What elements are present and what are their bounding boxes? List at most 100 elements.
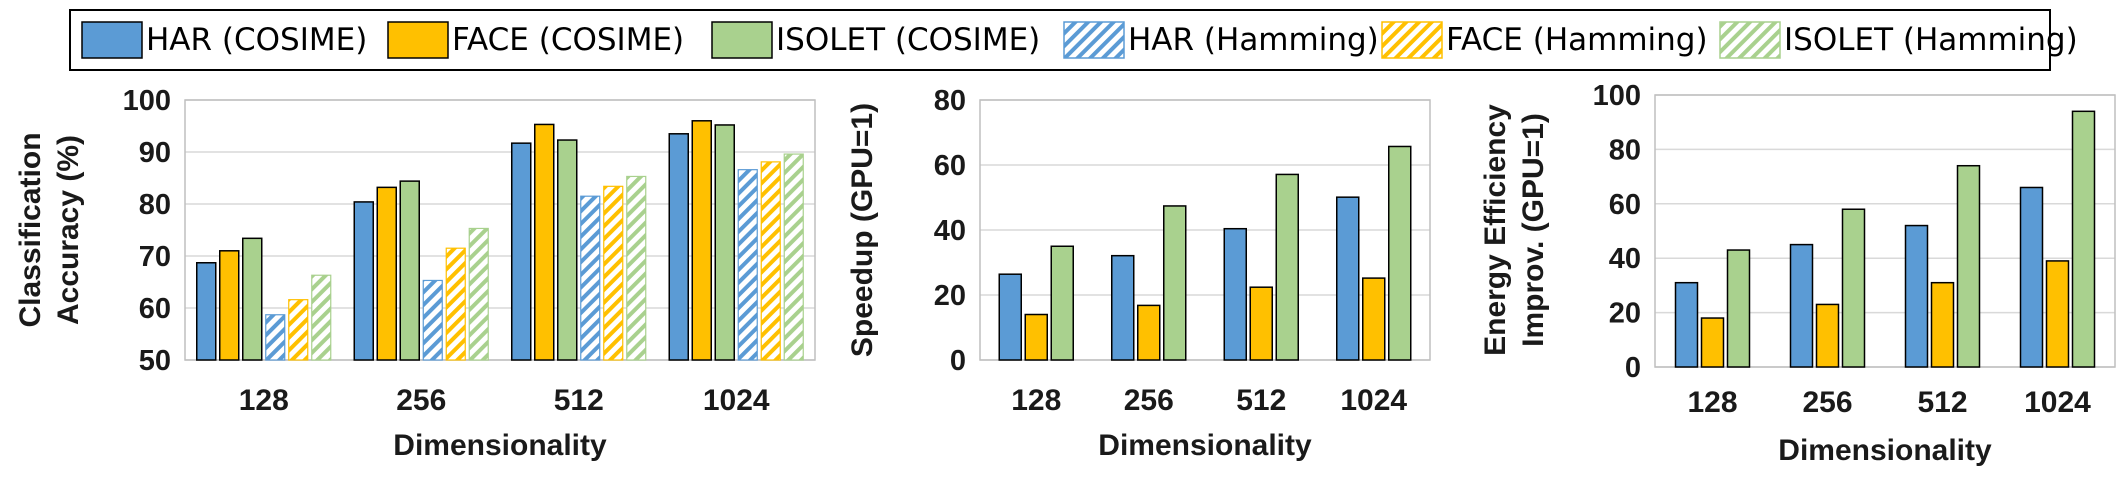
x-tick-label: 512: [1236, 384, 1286, 417]
x-tick-label: 1024: [1340, 384, 1407, 417]
bar-isolet-cosime-1024: [1388, 145, 1412, 361]
bar-isolet-cosime-512: [557, 139, 578, 361]
bar-har-cosime-1024: [1336, 196, 1360, 361]
bar-face-hamming-512: [603, 185, 624, 361]
y-tick-label: 80: [934, 85, 966, 117]
legend-label-face-hamming: FACE (Hamming): [1446, 22, 1708, 58]
y-tick-label: 70: [139, 241, 171, 273]
bar-face-cosime-128: [219, 250, 240, 361]
bar-har-cosime-128: [196, 262, 217, 361]
x-tick-label: 1024: [2024, 386, 2091, 419]
bar-isolet-hamming-256: [468, 227, 489, 361]
y-tick-label: 50: [139, 345, 171, 377]
y-tick-label: 20: [934, 280, 966, 312]
chart-energy-efficiency: 0 20 40 60 80 100 128 256 512 1024 Dimensionality E…: [1479, 80, 2116, 467]
bar-face-hamming-1024: [760, 161, 781, 361]
bar-face-cosime-512: [534, 123, 555, 361]
x-tick-label: 256: [1124, 384, 1174, 417]
y-tick-label: 60: [139, 293, 171, 325]
bar-isolet-cosime-512: [1275, 173, 1299, 361]
y-axis-label: Energy Efficiency: [1479, 104, 1512, 356]
x-axis-label: Dimensionality: [1778, 434, 1992, 467]
chart-accuracy: 50 60 70 80 90 100 128 256 512 1024 Dimensionality…: [14, 85, 816, 462]
y-axis-label: Classification: [14, 132, 47, 327]
y-tick-label: 40: [934, 215, 966, 247]
bar-face-cosime-128: [1024, 313, 1048, 361]
bar-face-cosime-256: [1137, 304, 1161, 361]
bar-face-cosime-1024: [691, 120, 712, 361]
bar-face-cosime-128: [1700, 317, 1725, 368]
bar-isolet-cosime-128: [1726, 249, 1751, 368]
legend-label-face-cosime: FACE (COSIME): [452, 22, 684, 58]
bar-isolet-cosime-256: [1841, 208, 1866, 368]
y-tick-label: 0: [950, 345, 966, 377]
bar-har-cosime-512: [1904, 224, 1929, 368]
bar-har-cosime-256: [1111, 254, 1135, 361]
solid-green-swatch-icon: [711, 21, 773, 59]
y-tick-label: 80: [1609, 134, 1641, 166]
bar-har-hamming-1024: [737, 169, 758, 361]
bar-isolet-cosime-1024: [2071, 110, 2096, 368]
bar-isolet-cosime-128: [1050, 245, 1074, 361]
y-tick-label: 90: [139, 137, 171, 169]
x-axis-label: Dimensionality: [1098, 429, 1312, 462]
x-tick-label: 256: [396, 384, 446, 417]
x-tick-label: 256: [1802, 386, 1852, 419]
bar-har-cosime-256: [353, 201, 374, 361]
x-tick-label: 512: [1917, 386, 1967, 419]
hatched-blue-swatch-icon: [1063, 21, 1125, 59]
y-tick-label: 60: [1609, 189, 1641, 221]
bar-har-cosime-512: [1223, 227, 1247, 361]
bar-har-cosime-1024: [668, 133, 689, 361]
y-tick-label: 80: [139, 189, 171, 221]
bar-har-hamming-512: [580, 195, 601, 361]
solid-yellow-swatch-icon: [387, 21, 449, 59]
legend: HAR (COSIME) FACE (COSIME) ISOLET (COSIME)…: [69, 9, 2078, 71]
x-tick-label: 128: [1687, 386, 1737, 419]
y-axis-label: Accuracy (%): [52, 135, 85, 325]
x-tick-label: 128: [1011, 384, 1061, 417]
bar-face-hamming-128: [288, 299, 309, 361]
bar-har-hamming-128: [265, 314, 286, 361]
bar-har-cosime-512: [511, 142, 532, 361]
bar-face-cosime-1024: [1362, 277, 1386, 361]
bar-face-cosime-256: [376, 186, 397, 361]
y-tick-label: 0: [1625, 352, 1641, 384]
x-tick-label: 128: [239, 384, 289, 417]
legend-label-isolet-cosime: ISOLET (COSIME): [776, 22, 1040, 58]
plot-area: [1654, 94, 2116, 368]
legend-label-har-hamming: HAR (Hamming): [1128, 22, 1379, 58]
bar-isolet-cosime-128: [242, 237, 263, 361]
y-tick-label: 100: [123, 85, 171, 117]
legend-label-isolet-hamming: ISOLET (Hamming): [1784, 22, 2078, 58]
solid-blue-swatch-icon: [81, 21, 143, 59]
y-tick-label: 60: [934, 150, 966, 182]
bar-face-cosime-1024: [2045, 260, 2070, 368]
plot-area: [979, 99, 1431, 361]
y-tick-label: 20: [1609, 298, 1641, 330]
bar-face-cosime-256: [1815, 303, 1840, 368]
x-tick-label: 1024: [703, 384, 770, 417]
bar-face-cosime-512: [1930, 281, 1955, 368]
bar-face-hamming-256: [445, 247, 466, 361]
bar-isolet-cosime-512: [1956, 164, 1981, 368]
x-tick-label: 512: [554, 384, 604, 417]
bar-isolet-cosime-256: [399, 180, 420, 361]
plot-area: [184, 99, 816, 361]
bar-har-cosime-256: [1789, 243, 1814, 368]
hatched-green-swatch-icon: [1719, 21, 1781, 59]
hatched-yellow-swatch-icon: [1381, 21, 1443, 59]
bar-har-cosime-128: [998, 273, 1022, 361]
legend-label-har-cosime: HAR (COSIME): [146, 22, 367, 58]
x-axis-label: Dimensionality: [393, 429, 607, 462]
y-tick-label: 100: [1593, 80, 1641, 112]
bar-har-cosime-128: [1674, 281, 1699, 368]
bar-isolet-hamming-512: [626, 175, 647, 361]
bar-har-cosime-1024: [2019, 186, 2044, 368]
chart-speedup: 0 20 40 60 80 128 256 512 1024 Dimensionality Spee…: [846, 85, 1431, 462]
bar-face-cosime-512: [1249, 286, 1273, 361]
bar-isolet-cosime-1024: [714, 124, 735, 361]
y-axis-label: Speedup (GPU=1): [846, 103, 879, 357]
bar-har-hamming-256: [422, 279, 443, 361]
